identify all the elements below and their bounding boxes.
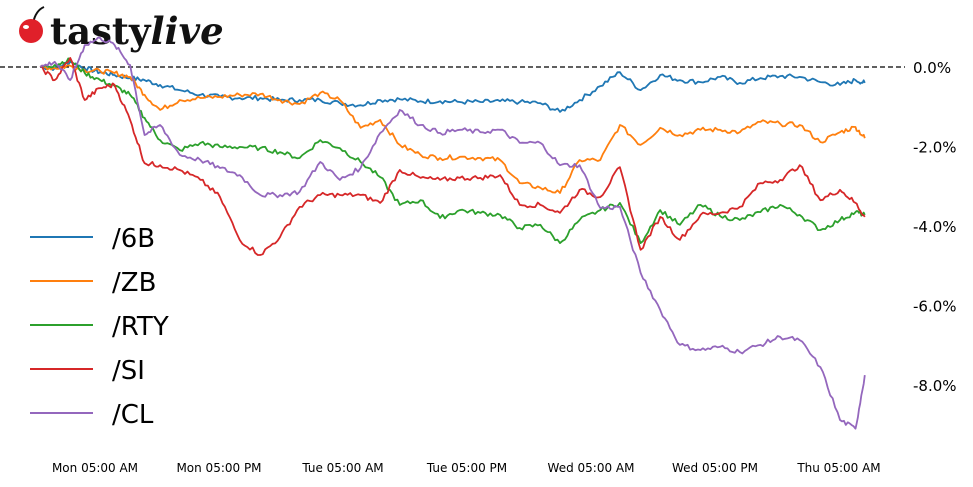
legend-entry: /CL	[30, 400, 154, 430]
series-group	[39, 36, 866, 430]
x-tick-label: Wed 05:00 PM	[672, 461, 758, 475]
legend-label: /SI	[112, 356, 145, 386]
series-line-si	[39, 57, 866, 256]
legend-label: /RTY	[112, 312, 169, 342]
x-tick-label: Thu 05:00 AM	[796, 461, 880, 475]
y-tick-label: -8.0%	[913, 377, 957, 395]
legend-entry: /RTY	[30, 312, 169, 342]
legend-entry: /6B	[30, 224, 155, 254]
legend-label: /6B	[112, 224, 155, 254]
x-tick-label: Mon 05:00 PM	[176, 461, 261, 475]
legend-entry: /ZB	[30, 268, 156, 298]
y-axis: 0.0% -2.0% -4.0% -6.0% -8.0%	[913, 59, 957, 395]
legend-entry: /SI	[30, 356, 145, 386]
series-line-6b	[40, 60, 866, 113]
series-line-rty	[39, 57, 866, 244]
legend-label: /ZB	[112, 268, 156, 298]
x-tick-label: Tue 05:00 PM	[426, 461, 507, 475]
legend: /6B/ZB/RTY/SI/CL	[30, 224, 169, 430]
y-tick-label: -2.0%	[913, 139, 957, 157]
x-axis: Mon 05:00 AM Mon 05:00 PM Tue 05:00 AM Tue …	[52, 461, 881, 475]
tastylive-logo: tastylive	[19, 6, 224, 53]
x-tick-label: Mon 05:00 AM	[52, 461, 138, 475]
logo-text: tastylive	[50, 9, 224, 53]
x-tick-label: Tue 05:00 AM	[301, 461, 383, 475]
legend-label: /CL	[112, 400, 154, 430]
series-line-cl	[39, 36, 866, 430]
x-tick-label: Wed 05:00 AM	[548, 461, 635, 475]
series-line-zb	[39, 64, 866, 194]
y-tick-label: -4.0%	[913, 218, 957, 236]
cherry-icon	[19, 6, 45, 43]
y-tick-label: 0.0%	[913, 59, 951, 77]
y-tick-label: -6.0%	[913, 298, 957, 316]
